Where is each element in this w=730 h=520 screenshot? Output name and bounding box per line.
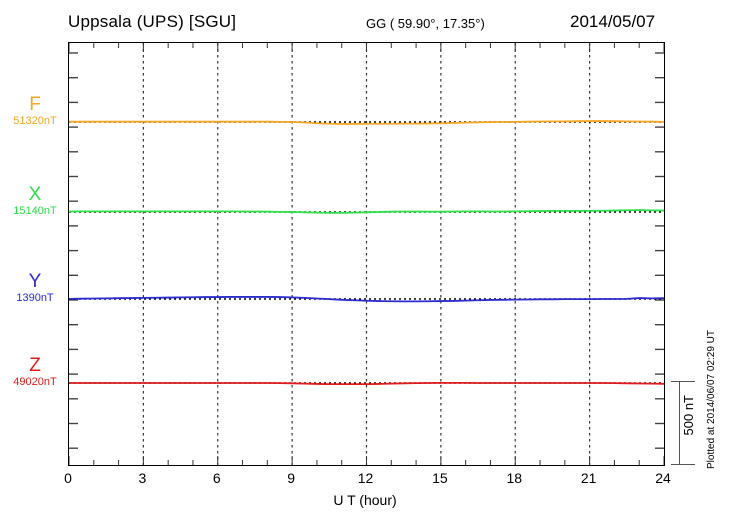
component-symbol: Y [28, 271, 42, 292]
magnetogram-svg [69, 43, 664, 465]
component-baseline-value: 15140nT [13, 205, 57, 217]
component-symbol: Z [29, 355, 41, 376]
magnetogram-plot-area [68, 42, 665, 466]
component-symbol: F [29, 94, 41, 115]
x-tick-label: 6 [212, 470, 221, 486]
x-tick-label: 3 [138, 470, 147, 486]
component-label-y: Y 1390nT [4, 272, 66, 306]
component-label-f: F 51320nT [4, 95, 66, 129]
x-tick-label: 9 [287, 470, 296, 486]
x-tick-label: 0 [64, 470, 72, 486]
component-baseline-value: 51320nT [13, 115, 57, 127]
x-tick-label: 12 [357, 470, 374, 486]
x-tick-label: 21 [580, 470, 597, 486]
observation-date: 2014/05/07 [570, 12, 656, 31]
station-title: Uppsala (UPS) [SGU] [68, 12, 237, 31]
plotted-timestamp: Plotted at 2014/06/07 02:29 UT [706, 330, 717, 469]
component-baseline-value: 1390nT [16, 292, 54, 304]
trace-y [69, 296, 664, 303]
component-symbol: X [28, 184, 42, 205]
x-tick-label: 18 [506, 470, 523, 486]
scale-bar-line [679, 381, 680, 465]
trace-x [69, 209, 664, 214]
scale-bar-label: 500 nT [681, 395, 696, 436]
x-tick-label: 24 [655, 470, 671, 486]
scale-bar [669, 381, 695, 465]
component-label-z: Z 49020nT [4, 356, 66, 390]
x-tick-label: 15 [432, 470, 448, 486]
x-axis-title: U T (hour) [333, 492, 397, 508]
scale-bar-bottom-cap [671, 464, 695, 465]
component-baseline-value: 49020nT [13, 376, 57, 388]
geographic-coordinates: GG ( 59.90°, 17.35°) [366, 16, 485, 31]
trace-z [69, 381, 664, 386]
component-label-x: X 15140nT [4, 185, 66, 219]
x-axis-tick-labels: 0 3 6 9 12 15 18 21 24 [0, 470, 730, 490]
trace-f [69, 120, 664, 125]
scale-bar-top-cap [671, 381, 695, 382]
